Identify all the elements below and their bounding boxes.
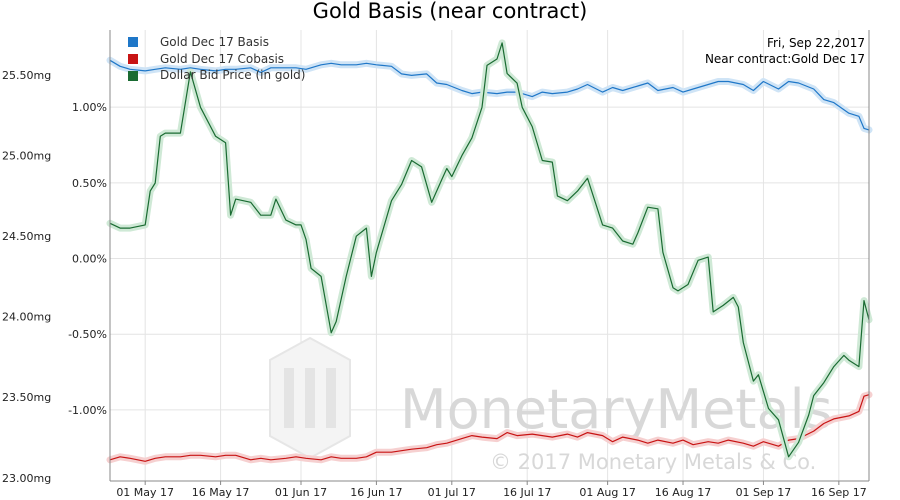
legend-label-basis: Gold Dec 17 Basis — [160, 35, 269, 49]
left-axis-tick-label: 24.00mg — [2, 311, 51, 324]
right-axis-tick-label: 1.00% — [72, 101, 107, 114]
x-tick-label: 16 Aug 17 — [655, 486, 711, 499]
legend-swatch-basis — [128, 37, 138, 47]
legend-item-cobasis[interactable]: Gold Dec 17 Cobasis — [128, 52, 284, 66]
watermark-copyright: © 2017 Monetary Metals & Co. — [490, 450, 816, 474]
left-axis-tick-label: 24.50mg — [2, 230, 51, 243]
series-line-basis — [109, 59, 870, 131]
series-line-dollar-bid — [109, 42, 870, 458]
right-axis-tick-label: -0.50% — [68, 328, 107, 341]
left-axis-tick-label: 23.50mg — [2, 391, 51, 404]
chart-title: Gold Basis (near contract) — [313, 0, 588, 23]
legend: Gold Dec 17 Basis Gold Dec 17 Cobasis Do… — [128, 35, 305, 82]
series-line-cobasis — [109, 394, 870, 462]
legend-swatch-cobasis — [128, 54, 138, 64]
legend-label-dollar-bid: Dollar Bid Price (in gold) — [160, 68, 305, 82]
legend-swatch-dollar-bid — [128, 71, 138, 81]
x-tick-label: 01 Aug 17 — [579, 486, 635, 499]
x-tick-label: 16 Jun 17 — [350, 486, 402, 499]
legend-item-dollar-bid[interactable]: Dollar Bid Price (in gold) — [128, 68, 305, 82]
info-date: Fri, Sep 22,2017 — [767, 36, 865, 50]
axes-labels: 01 May 17 16 May 17 01 Jun 17 16 Jun 17 01 J… — [2, 69, 867, 499]
right-axis-tick-label: -1.00% — [68, 404, 107, 417]
right-axis-tick-label: 0.50% — [72, 177, 107, 190]
x-tick-label: 16 Sep 17 — [811, 486, 867, 499]
left-axis-tick-label: 23.00mg — [2, 472, 51, 485]
x-tick-label: 16 May 17 — [192, 486, 250, 499]
series-layer — [106, 39, 873, 465]
legend-label-cobasis: Gold Dec 17 Cobasis — [160, 52, 284, 66]
watermark-logo-icon — [269, 336, 351, 460]
x-tick-label: 01 Sep 17 — [736, 486, 792, 499]
x-tick-label: 16 Jul 17 — [503, 486, 551, 499]
left-axis-tick-label: 25.50mg — [2, 69, 51, 82]
x-tick-label: 01 Jul 17 — [428, 486, 476, 499]
right-axis-tick-label: 0.00% — [72, 253, 107, 266]
left-axis-tick-label: 25.00mg — [2, 150, 51, 163]
info-contract: Near contract:Gold Dec 17 — [705, 52, 865, 66]
grid-lines — [110, 30, 869, 481]
x-tick-label: 01 May 17 — [116, 486, 174, 499]
x-tick-label: 01 Jun 17 — [275, 486, 327, 499]
legend-item-basis[interactable]: Gold Dec 17 Basis — [128, 35, 269, 49]
